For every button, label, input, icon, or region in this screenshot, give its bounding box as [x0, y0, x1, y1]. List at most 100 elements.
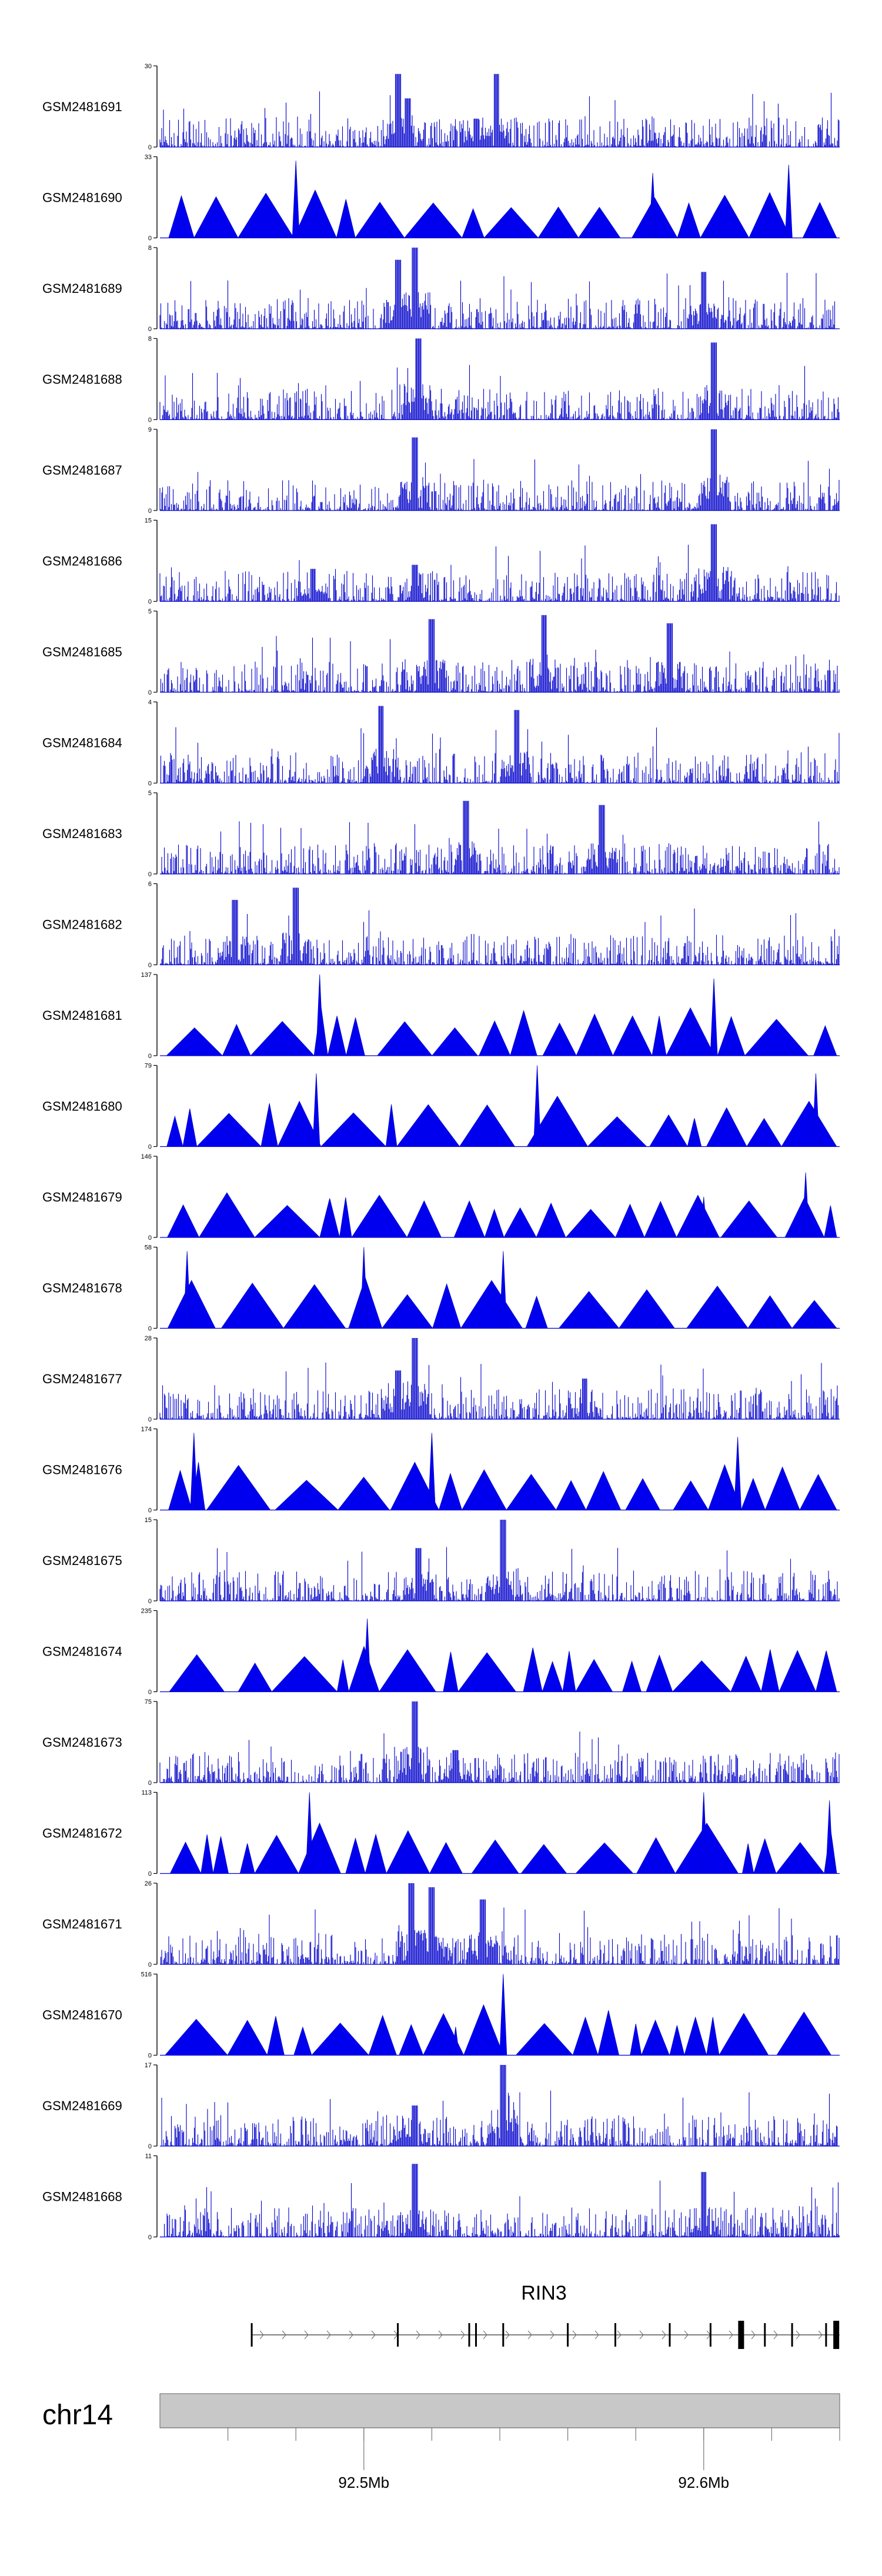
- track-GSM2481686: GSM2481686 15 0: [42, 518, 840, 606]
- track-label: GSM2481687: [42, 463, 122, 478]
- y-tick-label-max: 113: [141, 1790, 152, 1797]
- track-GSM2481677: GSM2481677 28 0: [42, 1335, 840, 1423]
- y-tick-label-zero: 0: [148, 1598, 152, 1605]
- track-label: GSM2481673: [42, 1735, 122, 1750]
- track-GSM2481670: GSM2481670 516 0: [42, 1971, 840, 2060]
- strand-arrow-icon: [751, 2330, 756, 2340]
- track-GSM2481682: GSM2481682 6 0: [42, 881, 840, 969]
- y-tick-label-max: 17: [145, 2062, 152, 2069]
- coverage-peak: [812, 1073, 820, 1147]
- gene-exon: [614, 2323, 616, 2347]
- track-label: GSM2481684: [42, 736, 122, 750]
- gene-name-label: RIN3: [521, 2282, 566, 2304]
- strand-arrow-icon: [572, 2330, 577, 2340]
- coverage-signal: [160, 1461, 840, 1511]
- coverage-peak: [700, 1196, 708, 1238]
- track-label: GSM2481670: [42, 2008, 122, 2023]
- coverage-peak: [363, 1619, 372, 1692]
- coverage-tracks: GSM2481691300GSM2481690330GSM248168980GS…: [42, 63, 840, 2241]
- y-tick-label-zero: 0: [148, 599, 152, 606]
- strand-arrow-icon: [662, 2330, 666, 2340]
- y-tick-label-zero: 0: [148, 871, 152, 878]
- coverage-signal: [160, 1883, 840, 1964]
- gene-exon: [397, 2323, 399, 2347]
- coverage-signal: [160, 1646, 840, 1693]
- y-tick-label-zero: 0: [148, 2143, 152, 2150]
- strand-arrow-icon: [505, 2330, 510, 2340]
- track-GSM2481681: GSM2481681 137 0: [42, 972, 840, 1060]
- track-label: GSM2481690: [42, 191, 122, 205]
- chromosome-bar: [159, 2393, 840, 2428]
- track-GSM2481688: GSM2481688 8 0: [42, 336, 840, 424]
- y-tick-label-zero: 0: [148, 1507, 152, 1514]
- track-GSM2481671: GSM2481671 26 0: [42, 1880, 840, 1968]
- y-tick-label-zero: 0: [148, 689, 152, 696]
- x-tick-label: 92.5Mb: [338, 2474, 389, 2491]
- track-label: GSM2481685: [42, 645, 122, 659]
- gene-exon: [669, 2323, 671, 2347]
- coverage-peak: [649, 173, 657, 238]
- y-tick-label-zero: 0: [148, 780, 152, 788]
- y-tick-label-zero: 0: [148, 1144, 152, 1151]
- y-tick-label-max: 75: [145, 1699, 152, 1706]
- strand-arrow-icon: [684, 2330, 689, 2340]
- coverage-signal: [159, 1701, 840, 1783]
- strand-arrow-icon: [796, 2330, 800, 2340]
- track-GSM2481690: GSM2481690 33 0: [42, 154, 840, 242]
- y-tick-label-max: 6: [148, 881, 152, 888]
- track-label: GSM2481677: [42, 1372, 122, 1386]
- strand-arrow-icon: [259, 2330, 264, 2340]
- coverage-signal: [160, 1277, 840, 1329]
- track-label: GSM2481680: [42, 1099, 122, 1114]
- coverage-signal: [159, 524, 840, 602]
- track-GSM2481668: GSM2481668 11 0: [42, 2153, 840, 2241]
- y-tick-label-max: 33: [145, 154, 152, 161]
- y-tick-label-max: 4: [148, 699, 152, 706]
- track-GSM2481689: GSM2481689 8 0: [42, 245, 840, 333]
- coverage-peak: [734, 1437, 742, 1510]
- track-label: GSM2481683: [42, 826, 122, 841]
- coverage-signal: [160, 1005, 840, 1057]
- coverage-signal: [159, 706, 840, 783]
- track-GSM2481685: GSM2481685 5 0: [42, 608, 840, 696]
- track-GSM2481675: GSM2481675 15 0: [42, 1517, 840, 1605]
- y-tick-label-zero: 0: [148, 1326, 152, 1333]
- strand-arrow-icon: [818, 2330, 823, 2340]
- strand-arrow-icon: [483, 2330, 487, 2340]
- strand-arrow-icon: [371, 2330, 376, 2340]
- coverage-peak: [801, 1172, 810, 1238]
- track-label: GSM2481689: [42, 281, 122, 296]
- coverage-signal: [159, 248, 840, 329]
- track-label: GSM2481691: [42, 99, 122, 114]
- y-tick-label-max: 8: [148, 245, 152, 252]
- gene-exon: [825, 2323, 827, 2347]
- strand-arrow-icon: [304, 2330, 309, 2340]
- track-GSM2481673: GSM2481673 75 0: [42, 1699, 840, 1787]
- track-label: GSM2481675: [42, 1553, 122, 1568]
- gene-exon: [791, 2323, 793, 2347]
- coverage-signal: [160, 189, 840, 239]
- strand-arrow-icon: [550, 2330, 554, 2340]
- y-tick-label-zero: 0: [148, 235, 152, 242]
- coverage-peak: [305, 1792, 313, 1874]
- y-tick-label-max: 79: [145, 1063, 152, 1070]
- coverage-signal: [159, 887, 840, 965]
- y-tick-label-max: 15: [145, 518, 152, 525]
- y-tick-label-zero: 0: [148, 1871, 152, 1878]
- track-label: GSM2481682: [42, 917, 122, 932]
- y-tick-label-max: 58: [145, 1244, 152, 1252]
- gene-exon: [833, 2321, 840, 2349]
- y-tick-label-zero: 0: [148, 1053, 152, 1060]
- coverage-peak: [784, 165, 793, 238]
- coverage-signal: [160, 1822, 840, 1875]
- coverage-signal: [159, 429, 840, 510]
- y-tick-label-max: 11: [145, 2153, 152, 2160]
- coverage-signal: [159, 800, 840, 874]
- track-GSM2481674: GSM2481674 235 0: [42, 1608, 840, 1696]
- track-GSM2481676: GSM2481676 174 0: [42, 1426, 840, 1514]
- y-tick-label-zero: 0: [148, 2053, 152, 2060]
- coverage-peak: [292, 161, 300, 238]
- track-label: GSM2481688: [42, 372, 122, 387]
- x-tick-label: 92.6Mb: [678, 2474, 729, 2491]
